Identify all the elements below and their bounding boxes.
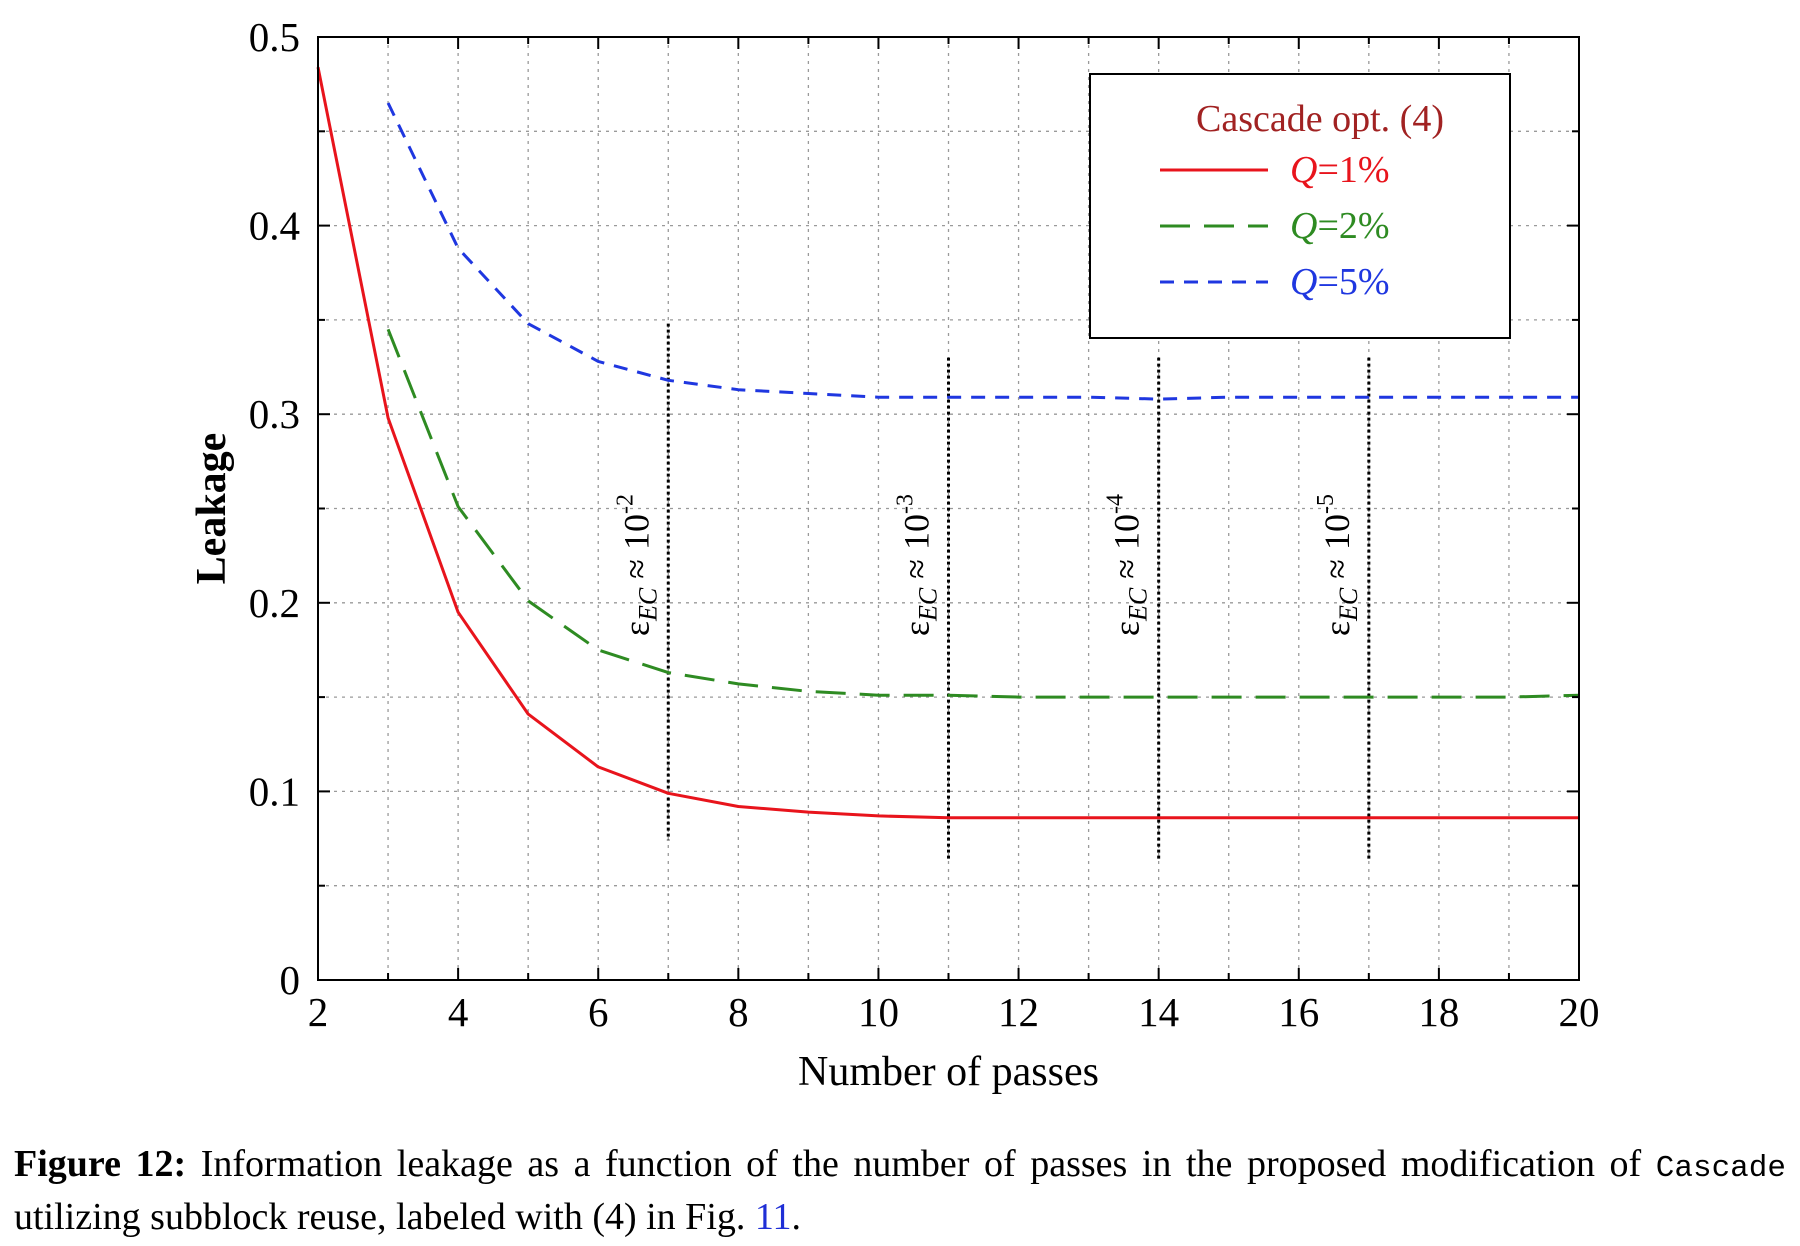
annotation-epsilon: ε [1317, 621, 1357, 636]
legend-label-variable: Q [1290, 205, 1317, 247]
annotation-subscript: EC [1124, 587, 1153, 622]
annotation-subscript: EC [1334, 587, 1363, 622]
annotation-approx: ≈ 10 [897, 514, 937, 588]
axis-ticks [317, 36, 1580, 981]
x-tick-label: 6 [588, 989, 609, 1035]
x-tick-label: 18 [1418, 989, 1459, 1035]
legend-label-variable: Q [1290, 149, 1317, 191]
annotation-epsilon: ε [897, 621, 937, 636]
figure-reference-link[interactable]: 11 [754, 1196, 792, 1238]
annotation-label: εEC ≈ 10-3 [893, 494, 943, 636]
legend-label: Q=1% [1290, 149, 1390, 191]
legend-label-variable: Q [1290, 261, 1317, 303]
y-tick-label: 0 [280, 957, 301, 1003]
series-line-2pct [386, 328, 1580, 699]
x-tick-label: 10 [858, 989, 899, 1035]
legend-entry: Q=1% [1160, 149, 1390, 191]
annotation-subscript: EC [914, 587, 943, 622]
legend-title: Cascade opt. (4) [1196, 98, 1444, 140]
annotation-approx: ≈ 10 [1317, 514, 1357, 588]
y-axis-title: Leakage [189, 433, 235, 585]
epsilon-annotation: εEC ≈ 10-3 [893, 357, 950, 860]
x-tick-label: 14 [1138, 989, 1179, 1035]
legend: Cascade opt. (4) Q=1%Q=2%Q=5% [1089, 73, 1511, 339]
caption-end: . [791, 1196, 801, 1238]
x-tick-label: 8 [728, 989, 749, 1035]
legend-entry: Q=5% [1160, 261, 1390, 303]
legend-label: Q=5% [1290, 261, 1390, 303]
epsilon-annotation: εEC ≈ 10-2 [612, 323, 670, 841]
annotation-label: εEC ≈ 10-4 [1103, 494, 1153, 636]
tick-labels: 2 4 6 8 10 12 14 16 18 20 0 0.1 0.2 0.3 0.4 0.5 [249, 14, 1600, 1035]
epsilon-annotation: εEC ≈ 10-5 [1313, 357, 1371, 860]
figure-label: Figure 12: [14, 1143, 187, 1185]
annotation-approx: ≈ 10 [1107, 514, 1147, 588]
x-axis-title: Number of passes [798, 1049, 1099, 1095]
annotation-exponent: -3 [893, 494, 919, 514]
series-line-5pct [386, 102, 1579, 401]
figure-caption: Figure 12: Information leakage as a func… [14, 1140, 1786, 1241]
x-tick-label: 16 [1278, 989, 1319, 1035]
epsilon-annotation: εEC ≈ 10-4 [1103, 357, 1161, 860]
caption-text-2: utilizing subblock reuse, labeled with (… [14, 1196, 755, 1238]
x-tick-label: 20 [1559, 989, 1600, 1035]
y-tick-label: 0.2 [249, 580, 300, 626]
caption-text: Information leakage as a function of the… [186, 1143, 1656, 1185]
annotation-approx: ≈ 10 [616, 514, 656, 588]
y-tick-label: 0.5 [249, 14, 300, 60]
annotation-exponent: -4 [1103, 494, 1129, 514]
annotation-epsilon: ε [1107, 621, 1147, 636]
y-tick-label: 0.4 [249, 203, 300, 249]
y-tick-label: 0.1 [249, 768, 300, 814]
caption-code: Cascade [1655, 1151, 1786, 1186]
annotation-subscript: EC [633, 587, 662, 622]
annotation-exponent: -2 [612, 494, 638, 514]
x-tick-label: 12 [998, 989, 1039, 1035]
legend-entries: Q=1%Q=2%Q=5% [1160, 149, 1390, 303]
legend-box [1089, 73, 1511, 339]
y-tick-label: 0.3 [249, 391, 300, 437]
legend-label-value: =2% [1317, 205, 1389, 247]
legend-entry: Q=2% [1160, 205, 1390, 247]
annotation-exponent: -5 [1313, 494, 1339, 514]
series-line-1pct [316, 66, 1579, 820]
legend-label: Q=2% [1290, 205, 1390, 247]
x-tick-label: 2 [308, 989, 329, 1035]
x-tick-label: 4 [448, 989, 469, 1035]
legend-label-value: =1% [1317, 149, 1389, 191]
series-lines [316, 66, 1580, 820]
annotation-label: εEC ≈ 10-2 [612, 494, 662, 636]
annotation-label: εEC ≈ 10-5 [1313, 494, 1363, 636]
annotation-epsilon: ε [616, 621, 656, 636]
legend-label-value: =5% [1317, 261, 1389, 303]
